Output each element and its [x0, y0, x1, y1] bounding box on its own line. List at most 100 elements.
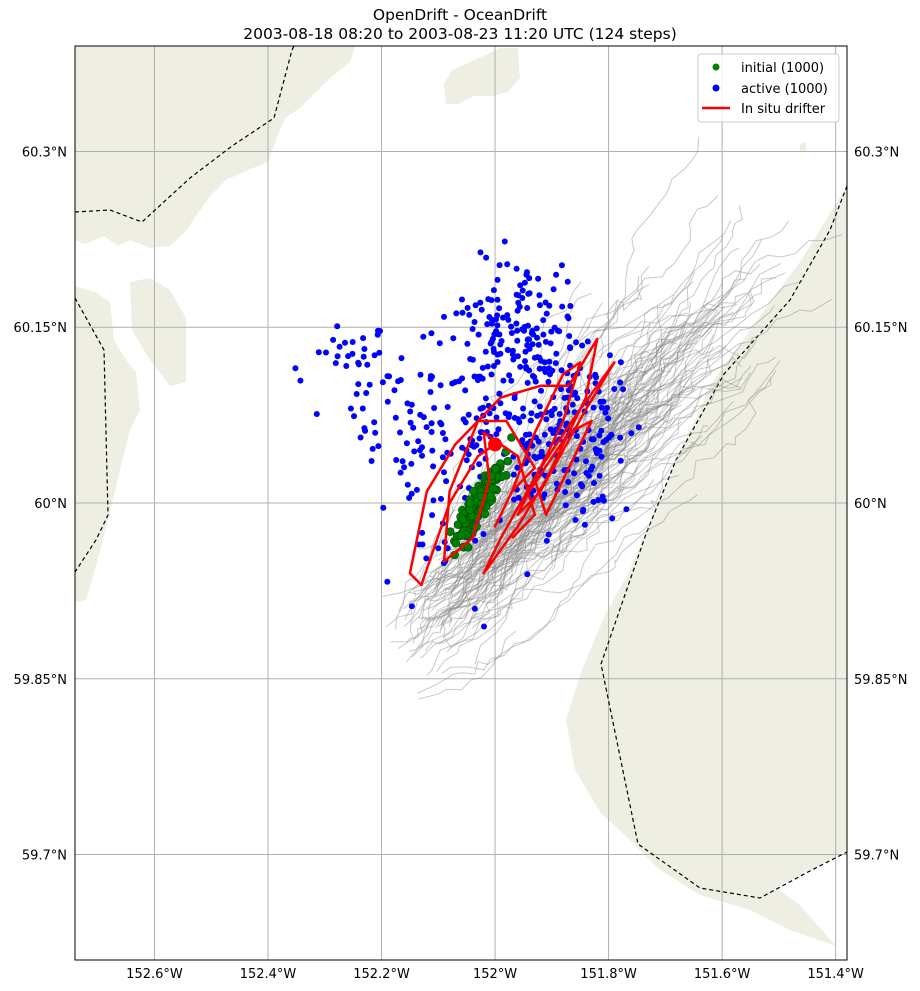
active-particle — [464, 340, 471, 347]
active-particle — [545, 531, 552, 538]
active-particle — [527, 417, 534, 424]
active-particle — [369, 445, 376, 452]
active-particle — [439, 430, 446, 436]
active-particle — [605, 415, 612, 422]
active-particle — [467, 356, 474, 362]
y-tick-label-left: 60.3°N — [22, 145, 67, 160]
active-particle — [598, 427, 605, 434]
particle-trajectory — [552, 136, 700, 406]
active-particle — [543, 310, 550, 317]
active-particle — [436, 340, 443, 347]
active-particle — [596, 472, 603, 479]
active-particle — [556, 411, 563, 417]
active-particle — [604, 404, 610, 411]
particle-trajectory — [511, 358, 656, 517]
particle-trajectory — [592, 339, 692, 445]
particle-trajectory — [419, 416, 556, 550]
active-particle — [466, 311, 473, 318]
particle-trajectory — [473, 453, 657, 616]
active-particle — [480, 404, 486, 411]
active-particle — [490, 345, 497, 352]
active-particle — [519, 437, 526, 443]
active-particle — [380, 504, 387, 511]
active-particle — [520, 405, 527, 412]
particle-trajectory — [528, 393, 637, 521]
active-particle — [357, 434, 364, 441]
active-particle — [384, 398, 391, 405]
active-particle — [558, 386, 564, 393]
active-particle — [471, 373, 478, 380]
particle-trajectory — [471, 385, 696, 562]
active-particle — [547, 426, 554, 433]
active-particle — [464, 304, 471, 311]
active-particle — [442, 436, 449, 443]
active-particle — [430, 463, 437, 470]
active-particle — [541, 359, 548, 366]
active-particle — [562, 489, 569, 495]
active-particle — [449, 380, 456, 387]
particle-trajectory — [551, 308, 719, 571]
active-particle — [569, 401, 576, 408]
active-particle — [494, 322, 501, 329]
particle-trajectory — [565, 311, 734, 523]
active-particle — [517, 363, 524, 370]
particle-trajectory — [503, 389, 657, 472]
particle-trajectory — [538, 365, 752, 499]
active-particle — [483, 254, 490, 261]
active-particle — [471, 605, 478, 612]
active-particle — [444, 404, 451, 410]
particle-trajectory — [418, 508, 528, 620]
active-particle — [438, 495, 444, 502]
active-particle — [397, 469, 404, 476]
active-particle — [345, 353, 352, 360]
particle-trajectory — [509, 394, 649, 552]
particle-trajectory — [556, 326, 707, 465]
active-particle — [359, 405, 366, 412]
active-particle — [292, 365, 299, 372]
active-particle — [484, 363, 491, 370]
particle-trajectory — [511, 421, 683, 529]
title-block: OpenDrift - OceanDrift 2003-08-18 08:20 … — [0, 6, 920, 44]
particle-trajectory — [436, 446, 649, 587]
particle-trajectory — [450, 478, 603, 604]
active-particle — [543, 537, 550, 544]
particle-trajectory — [604, 334, 715, 423]
particle-trajectory — [548, 311, 721, 458]
particle-trajectory — [530, 377, 772, 512]
active-particle — [482, 348, 489, 355]
active-particle — [407, 408, 414, 415]
x-tick-label: 152.6°W — [126, 967, 183, 982]
particle-trajectory — [585, 277, 777, 432]
particle-trajectory — [545, 278, 746, 498]
active-particle — [600, 398, 607, 405]
legend-active-label: active (1000) — [741, 82, 828, 97]
particle-trajectory — [453, 467, 593, 597]
drifter-track-line — [408, 337, 616, 587]
active-particle — [536, 292, 543, 299]
active-particle — [513, 320, 520, 327]
particle-trajectory — [587, 304, 661, 403]
active-particle — [514, 337, 521, 344]
particle-trajectory — [544, 439, 689, 561]
active-particle — [488, 371, 495, 378]
active-particle — [375, 443, 382, 450]
active-particle — [523, 365, 530, 372]
y-tick-label-left: 59.7°N — [22, 849, 67, 864]
active-particle — [508, 323, 515, 330]
initial-particle — [458, 515, 468, 524]
active-particle — [545, 378, 552, 385]
active-particle — [600, 439, 607, 446]
active-particle — [581, 521, 588, 528]
active-particle — [495, 426, 502, 433]
particle-trajectory — [450, 490, 603, 597]
active-particle — [361, 346, 368, 352]
active-particle — [488, 339, 495, 345]
active-particle — [500, 314, 506, 321]
active-particle — [399, 458, 406, 465]
active-particle — [553, 271, 560, 278]
active-particle — [408, 603, 415, 610]
active-particle — [393, 457, 400, 463]
active-particle — [590, 498, 597, 505]
initial-particle — [468, 486, 478, 496]
